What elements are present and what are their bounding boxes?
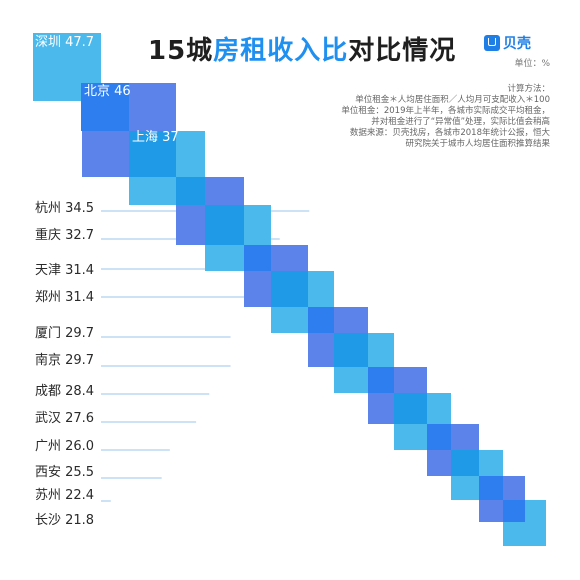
data-label: 厦门 29.7: [35, 326, 94, 341]
data-label: 长沙 21.8: [35, 513, 94, 528]
bar-square: [308, 271, 334, 307]
bar-square: [479, 450, 503, 476]
data-label: 郑州 31.4: [35, 290, 94, 305]
bar-square: [81, 83, 129, 131]
bar-square: [244, 205, 271, 245]
bar-square: [129, 131, 176, 177]
bar-square: [82, 131, 129, 177]
bar-square: [427, 424, 451, 450]
chart-title: 15城房租收入比对比情况: [148, 36, 457, 66]
data-label: 天津 31.4: [35, 263, 94, 278]
brand-name: 贝壳: [503, 36, 531, 52]
data-label: 武汉 27.6: [35, 411, 94, 426]
bar-square: [129, 83, 176, 131]
bar-square: [205, 205, 244, 245]
bar-square: [451, 450, 479, 476]
method-line: 单位租金＊人均居住面积／人均月可支配收入＊100: [355, 95, 550, 105]
bar-square: [176, 177, 205, 205]
bar-square: [368, 333, 394, 367]
bar-square: [503, 522, 546, 546]
method-note: 计算方法： 单位租金＊人均居住面积／人均月可支配收入＊100 单位租金：2019…: [341, 84, 550, 150]
unit-label: 单位：%: [514, 59, 550, 69]
bar-square: [394, 424, 427, 450]
method-line: 单位租金：2019年上半年，各城市实际成交平均租金，: [341, 106, 550, 116]
data-label: 成都 28.4: [35, 384, 94, 399]
bar-square: [205, 177, 244, 205]
data-label: 西安 25.5: [35, 465, 94, 480]
bar-square: [244, 271, 271, 307]
bar-square: [451, 476, 479, 500]
bar-square: [308, 307, 334, 333]
method-line: 计算方法：: [507, 84, 550, 94]
bar-square: [394, 393, 427, 424]
method-line: 研究院关于城市人均居住面积推算结果: [405, 139, 550, 149]
beike-logo-icon: [484, 35, 500, 51]
data-label: 北京 46: [84, 84, 131, 99]
data-label: 杭州 34.5: [35, 201, 94, 216]
method-line: 并对租金进行了“异常值”处理，实际比值会稍高: [371, 117, 550, 127]
bar-square: [427, 393, 451, 424]
bar-square: [176, 205, 205, 245]
bar-square: [427, 450, 451, 476]
bar-square: [271, 271, 308, 307]
bar-square: [271, 307, 308, 333]
data-label: 上海 37: [132, 130, 179, 145]
bar-square: [334, 333, 368, 367]
bar-square: [308, 333, 334, 367]
bar-square: [205, 245, 244, 271]
bar-square: [479, 500, 503, 522]
bar-square: [334, 307, 368, 333]
bar-square: [244, 245, 271, 271]
data-label: 深圳 47.7: [35, 35, 94, 50]
bar-square: [525, 500, 546, 522]
brand-logo: 贝壳: [484, 33, 531, 53]
bar-square: [394, 367, 427, 393]
data-label: 广州 26.0: [35, 439, 94, 454]
data-label: 南京 29.7: [35, 352, 94, 368]
bar-square: [503, 500, 525, 522]
bar-square: [479, 476, 503, 500]
bar-square: [129, 177, 176, 205]
bar-square: [503, 476, 525, 500]
data-label: 苏州 22.4: [35, 487, 94, 503]
bar-square: [451, 424, 479, 450]
bar-square: [334, 367, 368, 393]
bar-square: [368, 393, 394, 424]
method-line: 数据来源：贝壳找房，各城市2018年统计公报，恒大: [349, 128, 550, 138]
data-label: 重庆 32.7: [35, 227, 94, 243]
bar-square: [176, 131, 205, 177]
bar-square: [368, 367, 394, 393]
bar-square: [271, 245, 308, 271]
